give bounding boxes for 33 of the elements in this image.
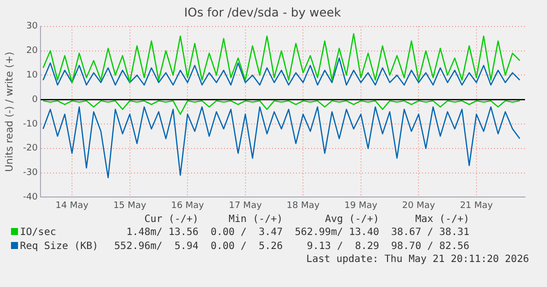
text: 562.99m/ 13.40 (294, 226, 380, 240)
text: 9.13 / 8.29 (306, 240, 380, 254)
text: 38.67 / 38.31 (390, 226, 470, 240)
x-tick-label: 15 May (113, 200, 147, 211)
text: 0.00 / 3.47 (210, 226, 284, 240)
x-tick-label: 18 May (286, 200, 320, 211)
y-tick-label: -20 (22, 144, 38, 154)
y-tick-label: -30 (22, 168, 38, 178)
text: Avg (-/+) (324, 214, 380, 226)
text: Last update: Thu May 21 20:11:20 2026 (305, 254, 530, 265)
y-tick-label: 30 (26, 22, 38, 32)
x-tick-label: 19 May (344, 200, 378, 211)
text: 0.00 / 5.26 (210, 240, 284, 254)
y-tick-label: -10 (22, 119, 38, 130)
legend-label: Req Size (KB) (19, 240, 100, 254)
x-tick-label: 17 May (228, 200, 262, 211)
text: Min (-/+) (228, 214, 284, 226)
chart-title: IOs for /dev/sda - by week (184, 5, 341, 20)
x-tick-label: 16 May (171, 200, 205, 211)
text: 1.48m/ 13.56 (125, 226, 200, 240)
x-tick-label: 20 May (402, 200, 436, 211)
x-tick-label: 14 May (56, 200, 90, 211)
y-tick-label: 20 (26, 46, 38, 56)
y-axis-title: Units read (-) / write (+) (4, 52, 16, 172)
legend-label: IO/sec (19, 226, 58, 240)
text: Max (-/+) (414, 214, 470, 226)
text: 552.96m/ 5.94 (113, 240, 200, 254)
y-tick-label: 0 (32, 94, 38, 105)
text: 98.70 / 82.56 (390, 240, 470, 254)
x-tick-label: 21 May (460, 200, 494, 211)
y-tick-label: -40 (22, 192, 38, 203)
y-tick-label: 10 (26, 70, 38, 81)
text: Cur (-/+) (143, 214, 200, 226)
